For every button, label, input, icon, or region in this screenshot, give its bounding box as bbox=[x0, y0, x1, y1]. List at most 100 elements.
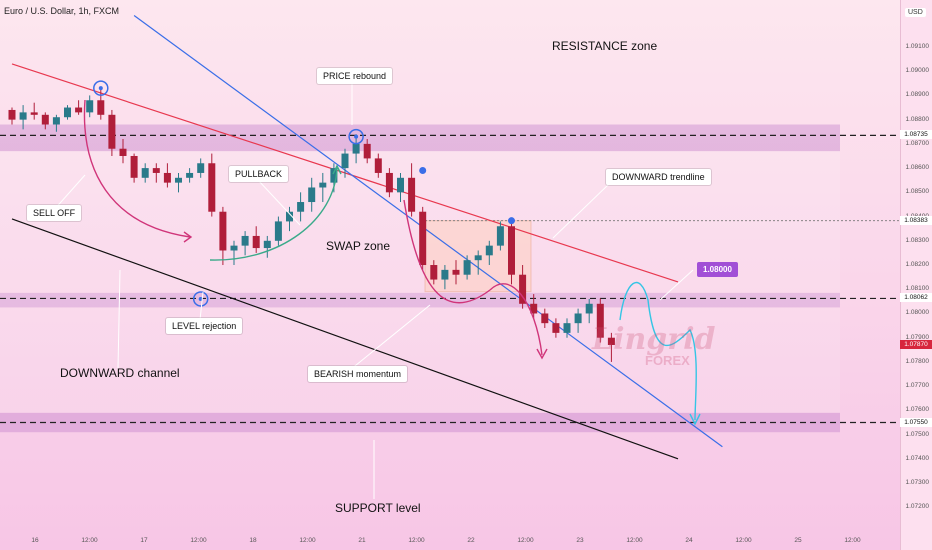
target-price-callout: 1.08000 bbox=[697, 262, 738, 277]
trend-touch-dot-2 bbox=[508, 217, 515, 225]
pullback-arrowhead bbox=[332, 164, 342, 175]
price-tick-label: 1.08500 bbox=[905, 188, 930, 196]
pointer-line-6 bbox=[117, 269, 121, 369]
pointer-line-1 bbox=[257, 179, 301, 226]
price-tick-label: 1.07200 bbox=[905, 503, 930, 511]
candle-body bbox=[408, 177, 416, 212]
bearish-momentum-note: BEARISH momentum bbox=[308, 366, 408, 382]
time-tick-label: 12:00 bbox=[844, 537, 861, 544]
time-tick-label: 12:00 bbox=[81, 537, 98, 544]
time-tick-label: 12:00 bbox=[408, 537, 425, 544]
price-level-label: 1.08062 bbox=[900, 293, 932, 303]
candle-body bbox=[41, 114, 49, 125]
candle-body bbox=[308, 187, 316, 203]
candle-body bbox=[341, 153, 349, 169]
selloff-arrowhead bbox=[183, 231, 193, 243]
candle-body bbox=[8, 109, 16, 120]
price-tick-label: 1.07500 bbox=[905, 430, 930, 438]
watermark-sub: FOREX bbox=[645, 353, 690, 368]
pullback-arrow bbox=[209, 167, 338, 261]
candle-body bbox=[52, 117, 60, 125]
price-tick-label: 1.08200 bbox=[905, 261, 930, 269]
currency-badge[interactable]: USD bbox=[905, 8, 926, 17]
drop-arrow-2 bbox=[489, 283, 543, 356]
candle-body bbox=[541, 313, 549, 324]
swap-zone-label: SWAP zone bbox=[326, 239, 391, 253]
pivot-dot-0 bbox=[98, 86, 103, 91]
time-tick-label: 12:00 bbox=[517, 537, 534, 544]
price-axis[interactable]: 1.09100 1.09000 1.08900 1.08800 1.08700 1.086… bbox=[900, 0, 932, 550]
time-tick-label: 18 bbox=[249, 537, 257, 544]
time-tick-label: 25 bbox=[794, 537, 802, 544]
price-level-label: 1.08383 bbox=[900, 215, 932, 225]
price-tick-label: 1.08100 bbox=[905, 285, 930, 293]
price-tick-label: 1.07800 bbox=[905, 357, 930, 365]
price-level-label: 1.08735 bbox=[900, 130, 932, 140]
price-tick-label: 1.08700 bbox=[905, 139, 930, 147]
price-tick-label: 1.08600 bbox=[905, 164, 930, 172]
candle-body bbox=[286, 211, 293, 222]
candle-body bbox=[230, 245, 238, 251]
symbol-title[interactable]: Euro / U.S. Dollar, 1h, FXCM bbox=[4, 6, 120, 16]
time-tick-label: 16 bbox=[31, 537, 39, 544]
price-rebound-note: PRICE rebound bbox=[317, 68, 393, 84]
sell-off-note: SELL OFF bbox=[27, 205, 82, 221]
time-tick-label: 21 bbox=[358, 537, 366, 544]
time-tick-label: 24 bbox=[685, 537, 693, 544]
candle-body bbox=[219, 211, 227, 251]
projection-path bbox=[619, 281, 697, 421]
time-tick-label: 12:00 bbox=[735, 537, 752, 544]
candle-body bbox=[30, 112, 38, 115]
price-tick-label: 1.07700 bbox=[905, 382, 930, 390]
time-tick-label: 12:00 bbox=[626, 537, 643, 544]
price-tick-label: 1.08300 bbox=[905, 236, 930, 244]
candle-body bbox=[119, 148, 127, 156]
pivot-circle-1 bbox=[348, 128, 364, 145]
price-tick-label: 1.08900 bbox=[905, 91, 930, 99]
candle-body bbox=[252, 235, 260, 249]
pivot-circle-0 bbox=[93, 80, 109, 96]
candle-body bbox=[485, 245, 493, 256]
pointer-line-4 bbox=[199, 291, 204, 321]
candle-body bbox=[519, 274, 527, 304]
candle-body bbox=[452, 269, 460, 275]
pointer-line-5 bbox=[349, 304, 431, 371]
drop-arrow bbox=[403, 199, 491, 304]
downward-channel-label: DOWNWARD channel bbox=[60, 366, 180, 380]
swap-zone-band bbox=[0, 292, 840, 308]
price-tick-label: 1.07400 bbox=[905, 454, 930, 462]
candle-body bbox=[141, 168, 149, 178]
time-tick-label: 23 bbox=[576, 537, 584, 544]
candle-body bbox=[97, 100, 105, 115]
candle-body bbox=[508, 226, 515, 275]
candle-body bbox=[197, 163, 205, 173]
candle-body bbox=[86, 100, 94, 113]
resistance-zone-label: RESISTANCE zone bbox=[552, 39, 658, 53]
support-level-label: SUPPORT level bbox=[335, 501, 421, 515]
price-level-label: 1.07550 bbox=[900, 417, 932, 427]
time-tick-label: 17 bbox=[140, 537, 148, 544]
candle-body bbox=[208, 163, 216, 212]
watermark-brand: Lingrid bbox=[592, 322, 716, 357]
price-chart[interactable] bbox=[0, 0, 900, 550]
candle-body bbox=[419, 211, 427, 266]
candle-body bbox=[263, 240, 271, 249]
trend-touch-dot-1 bbox=[419, 167, 427, 175]
candle-body bbox=[319, 182, 327, 188]
selloff-arrow bbox=[83, 99, 191, 238]
candle-body bbox=[474, 255, 482, 261]
price-tick-label: 1.07900 bbox=[905, 333, 930, 341]
candle-body bbox=[530, 303, 538, 314]
pullback-note: PULLBACK bbox=[229, 166, 289, 182]
candle-body bbox=[496, 226, 504, 246]
pointer-line-2 bbox=[552, 182, 611, 239]
candle-body bbox=[152, 168, 160, 173]
pivot-dot-1 bbox=[354, 134, 359, 139]
price-tick-label: 1.07600 bbox=[905, 406, 930, 414]
candle-body bbox=[64, 107, 71, 118]
time-tick-label: 22 bbox=[467, 537, 475, 544]
candle-body bbox=[75, 107, 83, 113]
time-tick-label: 12:00 bbox=[190, 537, 207, 544]
downward-trendline-note: DOWNWARD trendline bbox=[606, 169, 711, 185]
